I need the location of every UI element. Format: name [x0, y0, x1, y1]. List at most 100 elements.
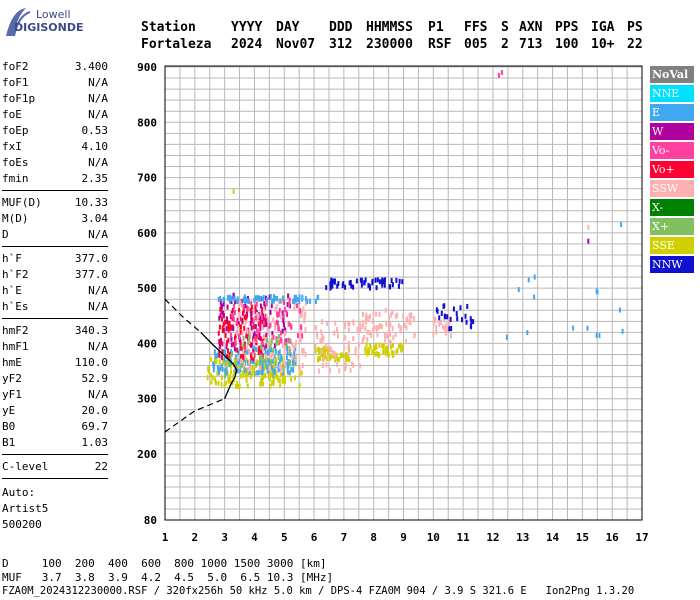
data-point: [533, 294, 536, 300]
data-point: [368, 330, 371, 336]
param-name: foE: [2, 108, 22, 121]
data-point: [289, 323, 292, 329]
header-time-value: 230000: [366, 37, 413, 52]
data-point: [245, 345, 248, 351]
data-point: [248, 369, 251, 375]
data-point: [285, 310, 288, 316]
data-point: [262, 375, 265, 381]
data-point: [218, 315, 221, 321]
data-point: [292, 345, 295, 351]
data-point: [314, 325, 317, 331]
data-point: [237, 334, 240, 340]
data-point: [395, 277, 398, 283]
autoscaling-artist: Artist5: [2, 502, 49, 515]
data-point: [244, 303, 247, 309]
data-point: [291, 357, 294, 363]
data-point: [304, 300, 307, 306]
x-tick-label: 16: [606, 531, 620, 544]
data-point: [398, 278, 401, 284]
param-name: yF1: [2, 388, 22, 401]
data-point: [387, 330, 390, 336]
x-tick-label: 14: [546, 531, 560, 544]
data-point: [215, 356, 218, 362]
data-point: [381, 277, 384, 283]
data-point: [287, 301, 290, 307]
data-point: [278, 377, 281, 383]
data-point: [360, 277, 363, 283]
data-point: [234, 333, 237, 339]
data-point: [229, 295, 232, 301]
data-point: [281, 328, 284, 334]
data-point: [379, 322, 382, 328]
param-name: hmE: [2, 356, 22, 369]
data-point: [239, 339, 242, 345]
data-point: [383, 278, 386, 284]
data-point: [325, 362, 328, 368]
param-value: 2.35: [81, 172, 109, 185]
data-point: [293, 354, 296, 360]
data-point: [302, 306, 305, 312]
data-point: [389, 344, 392, 350]
data-point: [243, 294, 246, 300]
data-point: [377, 352, 380, 358]
data-point: [375, 351, 378, 357]
data-point: [239, 364, 242, 370]
data-point: [410, 313, 413, 319]
data-point: [291, 367, 294, 373]
data-point: [294, 300, 297, 306]
data-point: [230, 351, 233, 357]
x-tick-label: 2: [192, 531, 199, 544]
param-name: MUF(D): [2, 196, 42, 209]
data-point: [445, 330, 448, 336]
data-point: [228, 298, 231, 304]
param-row: hmF1 N/A: [2, 340, 108, 356]
data-point: [274, 360, 277, 366]
data-point: [363, 280, 366, 286]
separator: [2, 318, 108, 319]
data-point: [289, 352, 292, 358]
data-point: [275, 369, 278, 375]
data-point: [229, 369, 232, 375]
data-point: [241, 303, 244, 309]
data-point: [273, 343, 276, 349]
data-point: [444, 314, 447, 320]
data-point: [359, 322, 362, 328]
data-point: [272, 298, 275, 304]
data-point: [242, 343, 245, 349]
data-point: [444, 326, 447, 332]
data-point: [381, 343, 384, 349]
data-point: [261, 346, 264, 352]
data-point: [266, 337, 269, 343]
data-point: [244, 353, 247, 359]
data-point: [329, 281, 332, 287]
data-point: [249, 373, 252, 379]
data-point: [219, 313, 222, 319]
data-point: [346, 356, 349, 362]
data-point: [236, 358, 239, 364]
data-point: [257, 350, 260, 356]
param-value: N/A: [88, 108, 108, 121]
data-point: [240, 353, 243, 359]
data-point: [361, 337, 364, 343]
data-point: [225, 344, 228, 350]
data-point: [315, 331, 318, 337]
data-point: [212, 362, 215, 368]
logo-text-digisonde: DIGISONDE: [14, 21, 84, 34]
data-point: [352, 335, 355, 341]
data-point: [328, 345, 331, 351]
data-point: [322, 335, 325, 341]
data-point: [238, 316, 241, 322]
data-point: [347, 340, 350, 346]
data-point: [366, 329, 369, 335]
x-tick-label: 11: [457, 531, 471, 544]
data-point: [238, 358, 241, 364]
data-point: [293, 359, 296, 365]
param-row: h`F2 377.0: [2, 268, 108, 284]
x-tick-label: 1: [162, 531, 169, 544]
x-tick-label: 12: [486, 531, 499, 544]
data-point: [222, 301, 225, 307]
data-point: [259, 347, 262, 353]
data-point: [286, 361, 289, 367]
data-point: [459, 305, 462, 311]
data-point: [250, 325, 253, 331]
